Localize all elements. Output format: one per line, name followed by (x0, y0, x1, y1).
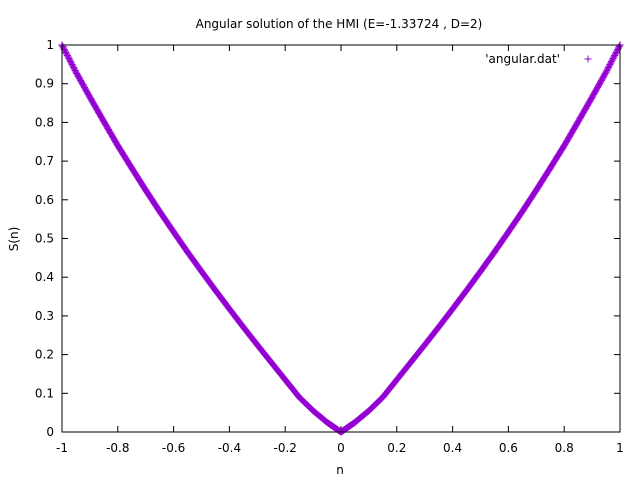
legend-marker-plus-icon (584, 55, 592, 63)
data-point-dense (60, 44, 68, 52)
x-tick-label: -0.8 (106, 441, 129, 455)
y-tick-label: 0.5 (35, 232, 54, 246)
y-tick-label: 0.3 (35, 309, 54, 323)
x-tick-label: 0.4 (443, 441, 462, 455)
data-point-dense (63, 50, 71, 58)
data-point-dense (601, 71, 608, 79)
data-point-dense (610, 53, 618, 61)
data-point-dense (612, 49, 620, 57)
data-point-dense (66, 56, 74, 64)
data-point-dense (62, 49, 70, 57)
data-point-dense (140, 184, 148, 192)
data-point-dense (84, 90, 92, 98)
x-tick-label: -1 (56, 441, 68, 455)
data-point-dense (603, 67, 611, 75)
data-point-dense (615, 43, 623, 51)
data-point-dense (531, 188, 539, 196)
x-tick-label: -0.2 (273, 441, 296, 455)
data-point-dense (65, 55, 73, 63)
legend-plus (584, 55, 592, 63)
data-point-dense (70, 64, 78, 72)
data-point-dense (67, 58, 75, 66)
data-point-dense (611, 52, 619, 60)
x-tick-label: -0.4 (218, 441, 241, 455)
data-point-dense (613, 47, 621, 55)
y-tick-label: 0.6 (35, 193, 54, 207)
x-tick-label: -0.6 (162, 441, 185, 455)
y-tick-label: 0.4 (35, 270, 54, 284)
plot-frame (61, 44, 621, 433)
data-point-dense (70, 65, 78, 73)
data-point-dense (611, 50, 619, 58)
data-point-dense (63, 52, 71, 60)
x-tick-label: 0 (337, 441, 345, 455)
x-tick-label: 0.8 (555, 441, 574, 455)
legend-label: 'angular.dat' (485, 52, 560, 66)
data-point-dense (607, 59, 615, 67)
y-tick-label: 0 (46, 425, 54, 439)
x-tick-label: 0.6 (499, 441, 518, 455)
chart-title: Angular solution of the HMI (E=-1.33724 … (196, 17, 483, 31)
x-tick-label: 1 (616, 441, 624, 455)
data-point-dense (67, 59, 75, 67)
data-point-dense (112, 139, 120, 147)
data-point-dense (98, 115, 106, 123)
data-point-dense (154, 205, 162, 213)
x-tick-label: 0.2 (387, 441, 406, 455)
data-point-dense (69, 62, 77, 70)
data-point-dense (608, 56, 616, 64)
data-point-dense (614, 44, 622, 52)
y-tick-label: 0.2 (35, 348, 54, 362)
legend: 'angular.dat' (485, 52, 592, 66)
data-point-dense (604, 64, 612, 72)
y-tick-label: 0.1 (35, 386, 54, 400)
data-point-dense (607, 58, 615, 66)
data-point-dense (609, 55, 617, 63)
y-axis-label: S(n) (7, 227, 21, 252)
data-point-dense (573, 120, 581, 128)
data-point-dense (64, 53, 72, 61)
data-point-dense (606, 61, 614, 69)
y-tick-label: 0.7 (35, 154, 54, 168)
data-point-dense (559, 144, 567, 152)
data-point-dense (68, 61, 76, 69)
data-point-dense (605, 62, 613, 70)
data-point-dense (59, 43, 67, 51)
data-point-dense (126, 162, 134, 170)
x-axis-label: n (336, 463, 344, 477)
data-point-dense (604, 65, 612, 73)
data-point-dense (587, 96, 595, 104)
data-points (58, 41, 624, 436)
y-tick-label: 0.8 (35, 115, 54, 129)
y-tick-label: 1 (46, 38, 54, 52)
axes: -1 -0.8 -0.6 -0.4 -0.2 0 0.2 0.4 0.6 0.8 1 0 0.1 0.2 0… (35, 38, 624, 455)
data-point-dense (545, 167, 553, 175)
y-tick-label: 0.9 (35, 77, 54, 91)
data-point-dense (377, 395, 385, 403)
data-point-dense (61, 47, 69, 55)
